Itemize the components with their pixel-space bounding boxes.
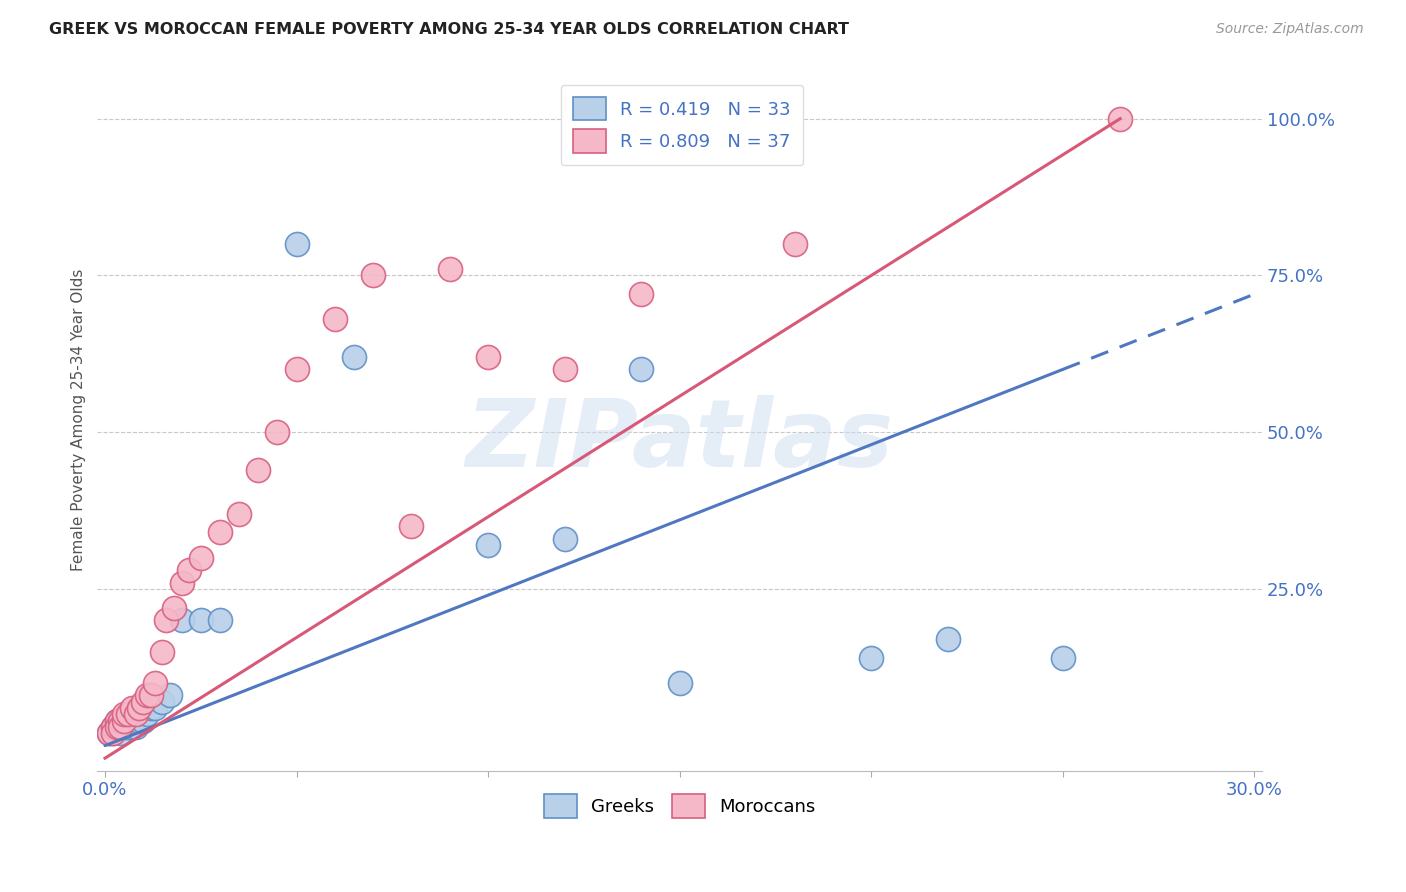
Point [266, 425, 288, 439]
Point [136, 707, 159, 722]
Point [285, 362, 308, 376]
Point [361, 268, 384, 283]
Point [1109, 112, 1132, 126]
Point [105, 720, 128, 734]
Point [112, 714, 135, 728]
Point [152, 644, 174, 658]
Point [139, 689, 162, 703]
Point [936, 632, 959, 646]
Point [117, 707, 139, 722]
Point [143, 701, 166, 715]
Point [190, 550, 212, 565]
Point [117, 720, 139, 734]
Point [208, 613, 231, 627]
Point [110, 726, 132, 740]
Point [101, 720, 124, 734]
Point [170, 613, 193, 627]
Point [228, 507, 250, 521]
Point [477, 538, 499, 552]
Point [143, 676, 166, 690]
Point [121, 701, 143, 715]
Point [179, 563, 201, 577]
Point [139, 701, 162, 715]
Point [97, 726, 120, 740]
Point [554, 362, 576, 376]
Point [170, 575, 193, 590]
Point [110, 714, 132, 728]
Text: ZIPatlas: ZIPatlas [465, 394, 894, 487]
Point [101, 720, 124, 734]
Point [110, 720, 132, 734]
Point [783, 237, 806, 252]
Point [105, 720, 128, 734]
Point [128, 701, 150, 715]
Point [208, 525, 231, 540]
Point [159, 689, 181, 703]
Point [101, 726, 124, 740]
Point [132, 695, 155, 709]
Point [105, 714, 128, 728]
Point [247, 463, 270, 477]
Point [128, 714, 150, 728]
Point [477, 350, 499, 364]
Point [124, 720, 146, 734]
Point [121, 714, 143, 728]
Point [630, 362, 652, 376]
Point [112, 714, 135, 728]
Point [136, 689, 159, 703]
Point [439, 262, 461, 277]
Point [285, 237, 308, 252]
Legend: Greeks, Moroccans: Greeks, Moroccans [537, 788, 823, 825]
Y-axis label: Female Poverty Among 25-34 Year Olds: Female Poverty Among 25-34 Year Olds [72, 268, 86, 571]
Point [132, 714, 155, 728]
Point [323, 312, 346, 326]
Point [190, 613, 212, 627]
Point [1052, 650, 1074, 665]
Point [554, 532, 576, 546]
Point [401, 519, 423, 533]
Point [152, 695, 174, 709]
Point [112, 720, 135, 734]
Point [668, 676, 690, 690]
Point [121, 720, 143, 734]
Point [343, 350, 366, 364]
Point [163, 600, 186, 615]
Point [630, 287, 652, 301]
Point [124, 707, 146, 722]
Point [112, 707, 135, 722]
Point [124, 714, 146, 728]
Point [155, 613, 177, 627]
Point [105, 714, 128, 728]
Point [110, 720, 132, 734]
Point [860, 650, 883, 665]
Text: GREEK VS MOROCCAN FEMALE POVERTY AMONG 25-34 YEAR OLDS CORRELATION CHART: GREEK VS MOROCCAN FEMALE POVERTY AMONG 2… [49, 22, 849, 37]
Point [97, 726, 120, 740]
Point [101, 726, 124, 740]
Text: Source: ZipAtlas.com: Source: ZipAtlas.com [1216, 22, 1364, 37]
